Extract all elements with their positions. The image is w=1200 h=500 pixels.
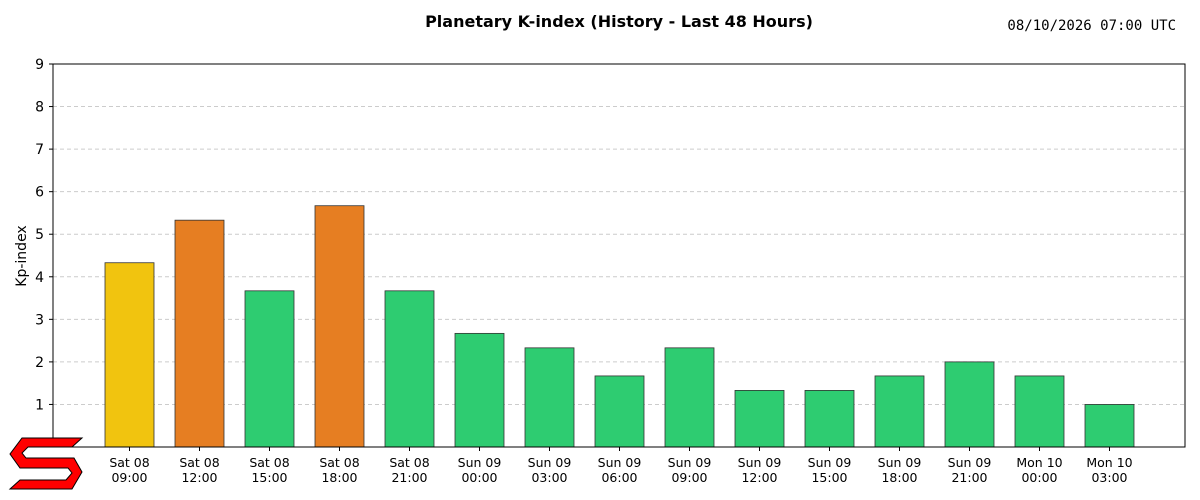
x-tick-label: 21:00 <box>951 470 987 485</box>
x-tick-label: Sun 09 <box>458 455 502 470</box>
y-tick-label: 5 <box>35 227 44 243</box>
x-tick-label: Sun 09 <box>598 455 642 470</box>
bar <box>1084 404 1135 448</box>
y-tick-label: 2 <box>35 355 44 371</box>
x-tick-label: 18:00 <box>881 470 917 485</box>
x-tick-label: 00:00 <box>461 470 497 485</box>
bar <box>524 347 575 448</box>
logo-s-shape <box>8 437 84 490</box>
x-tick-label: 12:00 <box>741 470 777 485</box>
x-tick-label: Sat 08 <box>109 455 149 470</box>
bar <box>174 219 225 448</box>
x-tick-label: Sat 08 <box>179 455 219 470</box>
x-tick-label: 12:00 <box>181 470 217 485</box>
bar <box>804 390 855 448</box>
y-tick-label: 6 <box>35 185 44 201</box>
x-tick-label: 18:00 <box>321 470 357 485</box>
bar <box>314 205 365 448</box>
x-tick-label: 06:00 <box>601 470 637 485</box>
bar <box>874 375 925 448</box>
y-tick-label: 8 <box>35 100 44 116</box>
y-tick-label: 9 <box>35 57 44 73</box>
x-tick-label: Sat 08 <box>319 455 359 470</box>
bar <box>594 375 645 448</box>
bar <box>734 390 785 448</box>
x-tick-label: Sun 09 <box>878 455 922 470</box>
x-tick-label: 15:00 <box>251 470 287 485</box>
y-tick-label: 1 <box>35 397 44 413</box>
y-tick-label: 3 <box>35 312 44 328</box>
x-tick-label: 03:00 <box>531 470 567 485</box>
bar <box>454 332 505 448</box>
x-tick-label: Sun 09 <box>808 455 852 470</box>
bar <box>944 361 995 448</box>
y-axis: 1 2 3 4 5 6 7 8 9 <box>35 57 53 413</box>
x-tick-label: Sat 08 <box>249 455 289 470</box>
chart-title: Planetary K-index (History - Last 48 Hou… <box>425 12 813 31</box>
x-tick-label: Sun 09 <box>528 455 572 470</box>
x-tick-label: 21:00 <box>391 470 427 485</box>
x-tick-label: Sat 08 <box>389 455 429 470</box>
swpc-logo <box>8 437 84 490</box>
x-tick-label: Sun 09 <box>668 455 712 470</box>
y-tick-label: 4 <box>35 270 44 286</box>
x-tick-label: 03:00 <box>1091 470 1127 485</box>
bar <box>104 262 155 448</box>
x-tick-label: Mon 10 <box>1016 455 1062 470</box>
bar <box>1014 375 1065 448</box>
bars <box>104 205 1135 448</box>
x-tick-label: Sun 09 <box>738 455 782 470</box>
x-tick-label: Sun 09 <box>948 455 992 470</box>
bar <box>384 290 435 448</box>
y-tick-label: 7 <box>35 142 44 158</box>
bar <box>244 290 295 448</box>
x-tick-label: Mon 10 <box>1086 455 1132 470</box>
timestamp: 08/10/2026 07:00 UTC <box>1007 18 1176 34</box>
x-tick-label: 15:00 <box>811 470 847 485</box>
x-tick-label: 00:00 <box>1021 470 1057 485</box>
x-tick-label: 09:00 <box>111 470 147 485</box>
y-axis-label: Kp-index <box>14 225 30 286</box>
x-tick-label: 09:00 <box>671 470 707 485</box>
bar <box>664 347 715 448</box>
